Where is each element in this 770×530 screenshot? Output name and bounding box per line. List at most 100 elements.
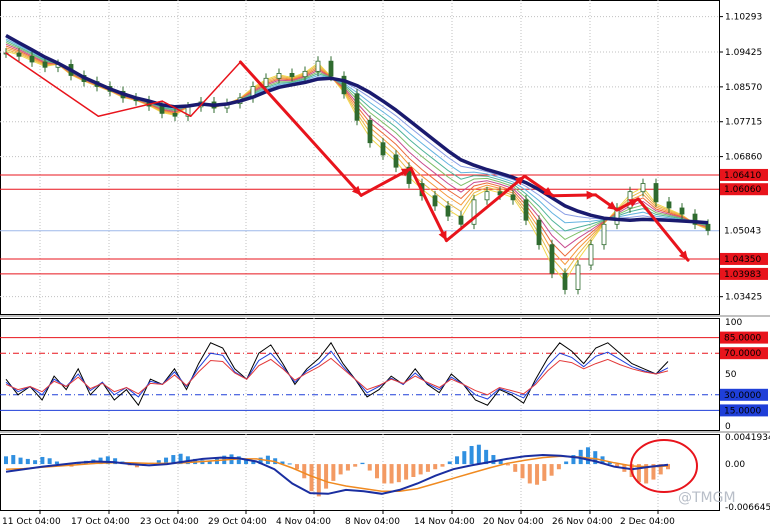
macd-main-line — [5, 453, 669, 495]
zigzag-arrowhead — [438, 230, 447, 241]
macd-histogram-bar — [11, 455, 16, 465]
macd-histogram-bar — [505, 464, 510, 466]
macd-histogram-bar — [105, 456, 110, 465]
candle-body[interactable] — [653, 183, 659, 203]
macd-tick-label: 0.0041934 — [725, 433, 770, 443]
candle-body[interactable] — [380, 142, 386, 156]
macd-tick-label: 0.00 — [725, 460, 745, 470]
time-tick-label: 20 Nov 04:00 — [483, 517, 544, 527]
price-level-label: 1.05043 — [724, 227, 761, 237]
zigzag-segment — [5, 52, 100, 117]
candle-body[interactable] — [354, 93, 360, 121]
macd-histogram-bar — [556, 464, 561, 470]
macd-histogram-bar — [425, 464, 430, 472]
candle-body[interactable] — [159, 105, 165, 114]
macd-panel[interactable] — [4, 439, 698, 497]
candle-body[interactable] — [575, 264, 581, 290]
candle-body[interactable] — [16, 52, 22, 57]
zigzag-segment — [359, 166, 413, 197]
macd-histogram-bar — [585, 447, 590, 465]
panel-frame — [0, 318, 720, 431]
candle-body[interactable] — [588, 244, 594, 266]
candle-body[interactable] — [549, 244, 555, 274]
zigzag-arrowhead — [543, 187, 554, 196]
candle-body[interactable] — [432, 195, 438, 207]
candle-body[interactable] — [562, 272, 568, 290]
macd-histogram-bar — [54, 461, 59, 465]
candle-body[interactable] — [458, 215, 464, 225]
zigzag-segment — [409, 166, 448, 243]
macd-histogram-bar — [244, 458, 249, 465]
candle-body[interactable] — [679, 207, 685, 215]
candle-body[interactable] — [276, 73, 282, 79]
candle-body[interactable] — [484, 191, 490, 201]
candle-body[interactable] — [42, 61, 48, 68]
macd-histogram-bar — [178, 453, 183, 465]
candle-body[interactable] — [692, 213, 698, 225]
candle-body[interactable] — [328, 60, 334, 77]
macd-tick-label: -0.0066455 — [725, 503, 770, 513]
oscillator-tick-label: 0 — [725, 422, 731, 432]
macd-histogram-bar — [469, 445, 474, 465]
candle-body[interactable] — [367, 119, 373, 144]
candle-body[interactable] — [341, 75, 347, 95]
macd-histogram-bar — [25, 458, 30, 465]
candle-body[interactable] — [445, 205, 451, 217]
macd-histogram-bar — [404, 464, 409, 480]
macd-histogram-bar — [302, 464, 307, 479]
time-tick-label: 29 Oct 04:00 — [208, 517, 267, 527]
oscillator-tick-label: 100 — [725, 318, 742, 328]
candle-body[interactable] — [302, 70, 308, 78]
candle-body[interactable] — [471, 199, 477, 225]
candle-body[interactable] — [29, 55, 35, 63]
candle-body[interactable] — [523, 199, 529, 221]
candle-body[interactable] — [315, 60, 321, 72]
macd-histogram-bar — [338, 464, 343, 475]
candle-body[interactable] — [172, 112, 178, 117]
price-tick-label: 1.08570 — [725, 83, 762, 93]
price-level-label: 1.03983 — [724, 270, 761, 280]
price-level-tag — [720, 224, 768, 237]
zigzag-arrowhead — [351, 185, 362, 196]
price-level-label: 1.06060 — [724, 185, 761, 195]
macd-histogram-bar — [294, 464, 299, 470]
time-tick-label: 17 Oct 04:00 — [71, 517, 130, 527]
macd-histogram-bar — [571, 455, 576, 465]
candle-body[interactable] — [510, 194, 516, 201]
macd-histogram-bar — [462, 451, 467, 465]
macd-histogram-bar — [644, 464, 649, 484]
zigzag-arrowhead — [678, 250, 688, 261]
oscillator-panel[interactable] — [0, 337, 719, 411]
zigzag-arrowhead — [586, 190, 596, 200]
macd-histogram-bar — [33, 460, 38, 465]
candle-body[interactable] — [601, 223, 607, 246]
candle-body[interactable] — [640, 183, 646, 193]
zigzag-arrowhead — [400, 168, 411, 177]
macd-histogram-bar — [607, 461, 612, 465]
candle-body[interactable] — [705, 223, 711, 231]
candle-body[interactable] — [406, 166, 412, 184]
macd-histogram-bar — [549, 464, 554, 476]
candle-body[interactable] — [263, 77, 269, 87]
highlight-circle — [630, 439, 698, 493]
macd-histogram-bar — [4, 456, 8, 465]
zigzag-arrowhead — [514, 176, 525, 186]
grid-lines — [0, 0, 770, 511]
macd-histogram-bar — [433, 464, 438, 470]
candle-body[interactable] — [393, 154, 399, 168]
macd-histogram-bar — [498, 460, 503, 465]
macd-histogram-bar — [491, 455, 496, 465]
macd-histogram-bar — [156, 460, 161, 465]
price-tick-label: 1.07715 — [725, 118, 762, 128]
macd-histogram-bar — [564, 461, 569, 465]
macd-histogram-bar — [324, 464, 329, 489]
macd-histogram-bar — [484, 449, 489, 465]
candle-body[interactable] — [666, 201, 672, 209]
time-tick-label: 2 Dec 04:00 — [620, 517, 675, 527]
macd-histogram-bar — [287, 463, 292, 465]
candle-body[interactable] — [289, 73, 295, 78]
candle-body[interactable] — [614, 207, 620, 225]
candle-body[interactable] — [536, 219, 542, 246]
price-panel[interactable] — [0, 33, 719, 295]
